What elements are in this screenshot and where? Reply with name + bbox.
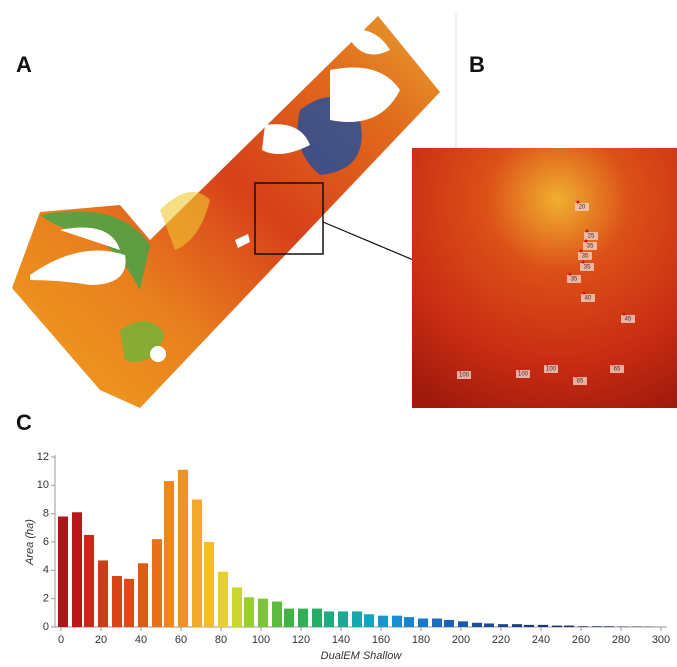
panel-label: B <box>469 52 485 77</box>
sample-point <box>580 250 583 253</box>
x-tick-label: 280 <box>612 634 630 646</box>
bar <box>444 620 454 627</box>
bar <box>298 609 308 627</box>
bar <box>258 599 268 627</box>
bar <box>218 572 228 627</box>
panel-label: A <box>16 52 32 77</box>
x-tick-label: 100 <box>252 634 270 646</box>
x-tick-label: 180 <box>412 634 430 646</box>
bar <box>564 626 574 627</box>
y-tick-label: 2 <box>43 593 49 605</box>
bar <box>524 625 534 627</box>
y-tick-label: 12 <box>37 451 49 463</box>
bar <box>592 626 602 627</box>
bar <box>72 512 82 627</box>
bar <box>484 623 494 627</box>
y-axis-label: Area (ha) <box>24 519 36 566</box>
sample-point <box>623 313 626 316</box>
bar <box>472 623 482 627</box>
bar <box>578 626 588 627</box>
sample-point <box>583 292 586 295</box>
bar <box>138 563 148 627</box>
bar <box>392 616 402 627</box>
bar <box>538 625 548 627</box>
inset-label: 25 <box>588 234 595 240</box>
inset-label: 35 <box>582 254 589 260</box>
x-tick-label: 160 <box>372 634 390 646</box>
bar <box>204 542 214 627</box>
x-tick-label: 300 <box>652 634 670 646</box>
x-tick-label: 200 <box>452 634 470 646</box>
inset-label: 20 <box>579 205 586 211</box>
inset-label: 100 <box>459 373 470 379</box>
x-tick-label: 20 <box>95 634 107 646</box>
x-tick-label: 140 <box>332 634 350 646</box>
bar <box>178 470 188 627</box>
inset-b: 20 25 35 35 35 35 40 45 100 100 100 65 65 <box>412 148 677 408</box>
inset-label: 45 <box>625 317 632 323</box>
bar <box>192 500 202 628</box>
y-tick-label: 10 <box>37 479 49 491</box>
sample-point <box>612 363 615 366</box>
x-tick-label: 220 <box>492 634 510 646</box>
bar <box>552 626 562 627</box>
sample-point <box>518 368 521 371</box>
bar <box>84 535 94 627</box>
panel-label: C <box>16 410 32 435</box>
sample-point <box>577 201 580 204</box>
bar <box>324 611 334 627</box>
x-axis-label: DualEM Shallow <box>321 650 403 662</box>
y-tick-label: 6 <box>43 536 49 548</box>
bar <box>124 579 134 627</box>
inset-label: 35 <box>584 265 591 271</box>
sample-point <box>575 375 578 378</box>
bar <box>312 609 322 627</box>
bar <box>338 611 348 627</box>
sample-point <box>569 273 572 276</box>
x-tick-label: 0 <box>58 634 64 646</box>
x-tick-label: 60 <box>175 634 187 646</box>
bar <box>58 517 68 628</box>
bar <box>232 587 242 627</box>
x-tick-label: 80 <box>215 634 227 646</box>
bar <box>404 617 414 627</box>
bar <box>418 619 428 628</box>
x-tick-label: 120 <box>292 634 310 646</box>
bar <box>512 624 522 627</box>
bar <box>432 619 442 628</box>
inset-label: 40 <box>585 296 592 302</box>
inset-label: 100 <box>546 367 557 373</box>
bar <box>458 621 468 627</box>
bar <box>604 626 614 627</box>
bar <box>352 611 362 627</box>
inset-label: 100 <box>518 372 529 378</box>
bar <box>152 539 162 627</box>
bar <box>364 614 374 627</box>
inset-label: 35 <box>587 244 594 250</box>
y-tick-label: 8 <box>43 508 49 520</box>
sample-point <box>582 261 585 264</box>
bar <box>272 602 282 628</box>
inset-label: 65 <box>614 367 621 373</box>
bar <box>244 597 254 627</box>
sample-point <box>459 369 462 372</box>
y-tick-label: 4 <box>43 564 49 576</box>
sample-point <box>586 230 589 233</box>
bar <box>284 609 294 627</box>
sample-point <box>546 363 549 366</box>
bar <box>164 481 174 627</box>
inset-label: 35 <box>571 277 578 283</box>
x-tick-label: 260 <box>572 634 590 646</box>
y-tick-label: 0 <box>43 621 49 633</box>
inset-label: 65 <box>577 379 584 385</box>
x-tick-label: 240 <box>532 634 550 646</box>
bar <box>498 624 508 627</box>
sample-point <box>585 240 588 243</box>
bar <box>98 560 108 627</box>
bar <box>378 616 388 627</box>
bar <box>112 576 122 627</box>
x-tick-label: 40 <box>135 634 147 646</box>
